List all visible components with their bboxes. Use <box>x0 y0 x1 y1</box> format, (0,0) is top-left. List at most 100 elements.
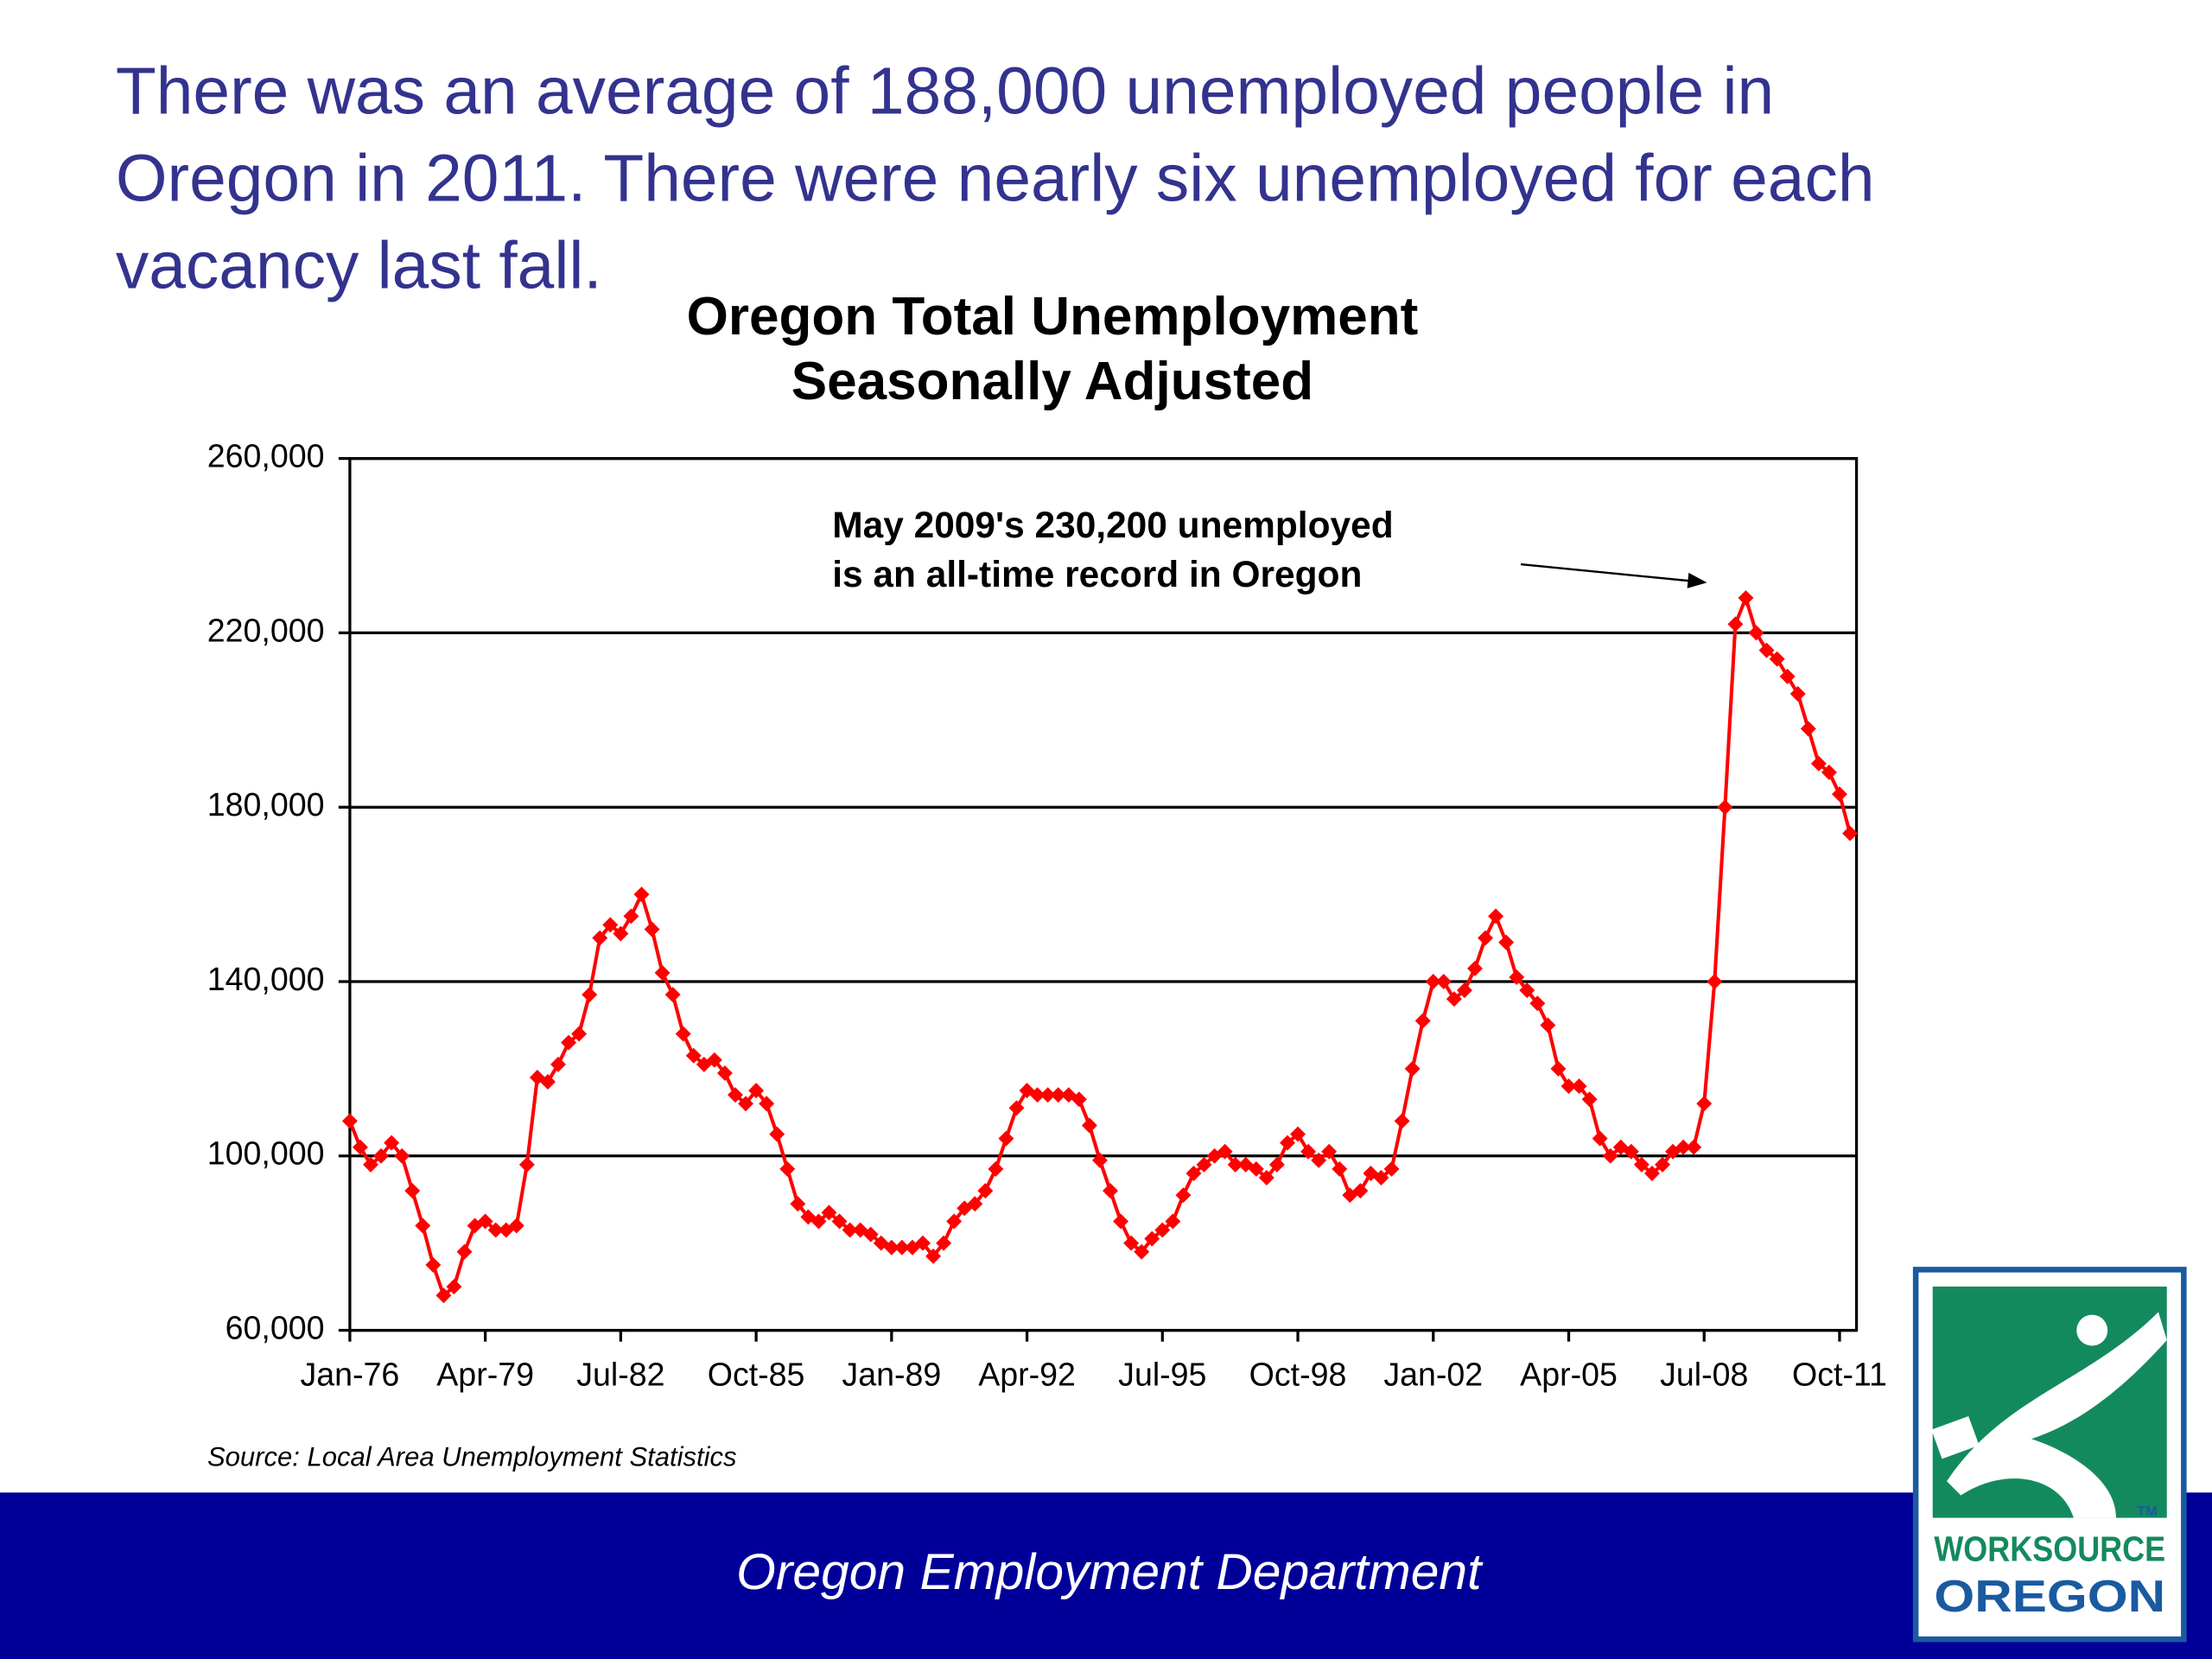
footer-text: Oregon Employment Department <box>736 1544 1484 1600</box>
marker <box>706 1052 722 1068</box>
marker <box>1810 755 1827 772</box>
source: Source: Local Area Unemployment Statisti… <box>207 1441 737 1471</box>
marker <box>1103 1183 1119 1199</box>
marker <box>644 921 660 938</box>
marker <box>1686 1139 1702 1155</box>
marker <box>1467 960 1483 976</box>
marker <box>425 1256 442 1273</box>
y-tick-label: 100,000 <box>207 1135 325 1172</box>
marker <box>1727 616 1744 632</box>
marker <box>1071 1091 1087 1108</box>
marker <box>415 1217 431 1234</box>
footer-band <box>0 1492 2212 1659</box>
x-tick-label: Jul-82 <box>576 1356 664 1392</box>
marker <box>1332 1160 1348 1177</box>
marker <box>1217 1143 1233 1160</box>
marker <box>1560 1078 1577 1095</box>
marker <box>883 1239 899 1255</box>
marker <box>977 1183 994 1199</box>
marker <box>1248 1160 1264 1177</box>
marker <box>394 1147 410 1164</box>
marker <box>1008 1100 1025 1116</box>
marker <box>1571 1078 1587 1095</box>
logo-figure <box>1947 1312 2167 1518</box>
logo-text: WORKSOURCE <box>1934 1529 2165 1569</box>
heading-line: vacancy last fall. <box>116 230 602 303</box>
marker <box>1134 1243 1150 1260</box>
marker <box>404 1183 421 1199</box>
marker <box>1717 799 1733 816</box>
marker <box>1707 974 1723 989</box>
marker <box>539 1074 556 1090</box>
marker <box>363 1156 378 1173</box>
marker <box>1196 1156 1212 1173</box>
logo-box <box>1931 1415 1980 1459</box>
series-line <box>348 592 1853 1299</box>
x-tick-label: Jul-95 <box>1118 1356 1206 1392</box>
logo-tm: TM <box>2137 1504 2158 1520</box>
y-tick-label: 60,000 <box>226 1310 325 1346</box>
marker <box>1509 969 1525 985</box>
logo-base <box>1932 1517 2167 1631</box>
annotation: is an all-time record in Oregon <box>832 554 1362 594</box>
marker <box>518 1156 535 1173</box>
marker <box>1675 1139 1692 1155</box>
x-tick-label: Jul-08 <box>1660 1356 1748 1392</box>
marker <box>1478 930 1494 946</box>
marker <box>1748 625 1764 641</box>
marker <box>1311 1152 1327 1168</box>
marker <box>967 1196 983 1212</box>
marker <box>592 930 608 946</box>
marker <box>1602 1147 1618 1164</box>
chart-title: Oregon Total Unemployment <box>687 287 1419 346</box>
marker <box>1498 934 1515 950</box>
x-tick-label: Oct-98 <box>1249 1356 1347 1392</box>
marker <box>1175 1187 1192 1204</box>
x-tick-label: Apr-05 <box>1520 1356 1618 1392</box>
x-tick-label: Jan-89 <box>842 1356 941 1392</box>
marker <box>508 1217 524 1234</box>
logo-text: OREGON <box>1934 1572 2165 1622</box>
marker <box>1144 1230 1160 1247</box>
marker <box>550 1056 567 1072</box>
marker <box>1519 982 1535 999</box>
marker <box>769 1126 785 1142</box>
marker <box>1842 825 1859 842</box>
marker <box>1581 1091 1598 1108</box>
marker <box>602 917 619 933</box>
logo-head <box>2076 1314 2108 1346</box>
marker <box>675 1026 691 1042</box>
marker <box>1488 908 1504 925</box>
heading-line: There was an average of 188,000 unemploy… <box>116 54 1774 128</box>
marker <box>446 1279 462 1295</box>
marker <box>1404 1060 1421 1077</box>
marker <box>1696 1096 1713 1112</box>
marker <box>998 1130 1014 1147</box>
marker <box>893 1239 910 1255</box>
marker <box>1435 974 1452 989</box>
chart-subtitle: Seasonally Adjusted <box>791 352 1313 411</box>
marker <box>1800 721 1816 737</box>
marker <box>664 987 681 1003</box>
marker <box>716 1065 733 1081</box>
marker <box>1321 1143 1338 1160</box>
marker <box>1832 786 1847 803</box>
marker <box>1091 1152 1108 1168</box>
marker <box>1123 1235 1140 1251</box>
marker <box>759 1096 775 1112</box>
marker <box>1394 1113 1410 1129</box>
x-tick-label: Apr-79 <box>436 1356 534 1392</box>
marker <box>373 1147 390 1164</box>
y-tick-label: 260,000 <box>207 438 325 474</box>
arrow-head <box>1687 572 1707 588</box>
marker <box>821 1205 837 1221</box>
x-tick-label: Jan-76 <box>300 1356 399 1392</box>
marker <box>779 1160 796 1177</box>
marker <box>1113 1213 1129 1230</box>
y-tick-label: 140,000 <box>207 961 325 997</box>
x-tick-label: Oct-85 <box>708 1356 805 1392</box>
marker <box>1779 668 1796 684</box>
marker <box>1623 1143 1639 1160</box>
marker <box>1592 1130 1608 1147</box>
